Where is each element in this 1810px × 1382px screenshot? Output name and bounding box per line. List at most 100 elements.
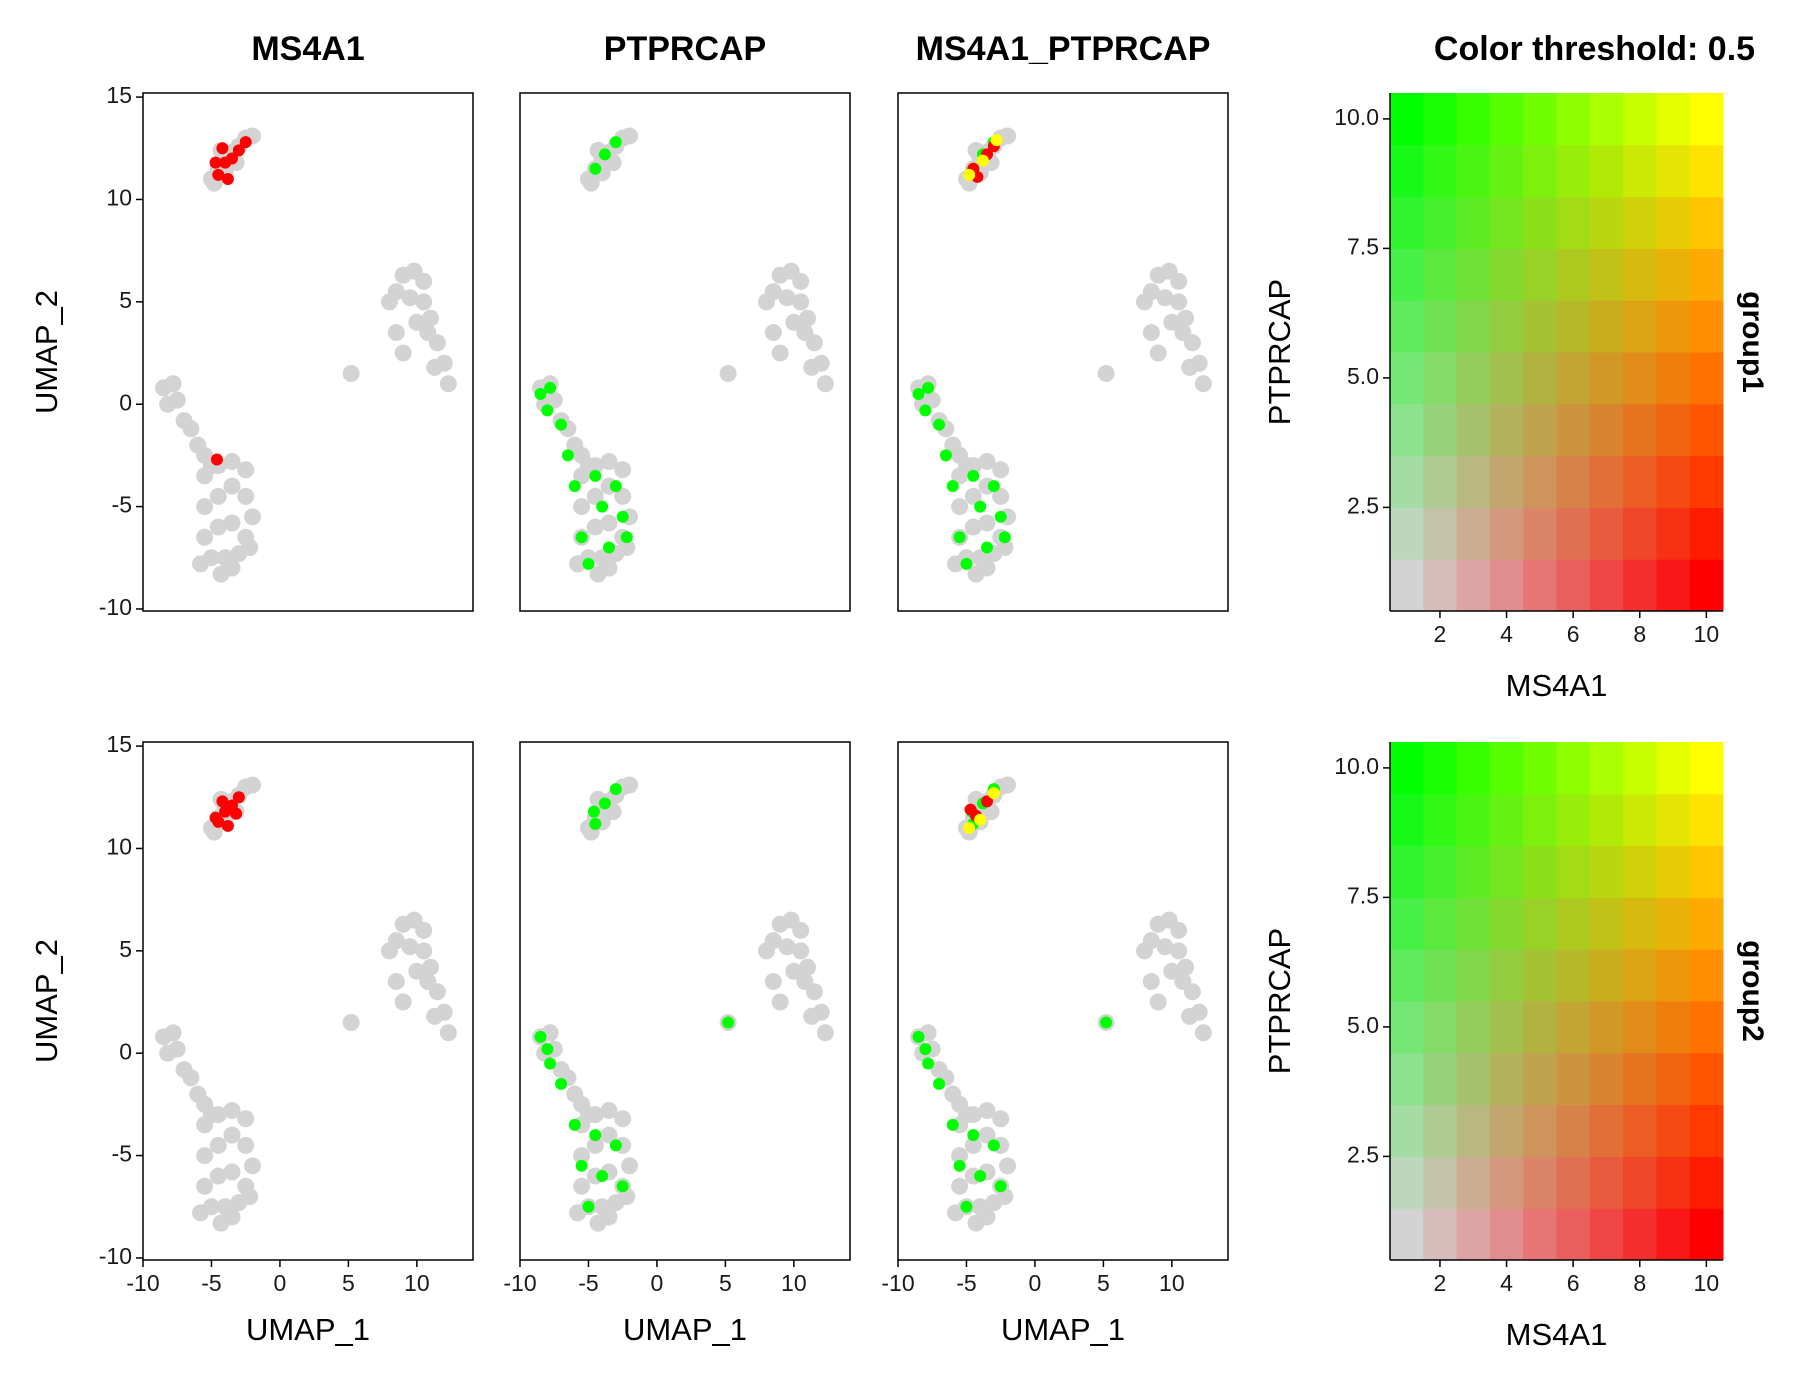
cell-point bbox=[1170, 942, 1188, 960]
blend-cell bbox=[1423, 1156, 1458, 1209]
cell-point bbox=[209, 1136, 227, 1154]
cell-point bbox=[239, 136, 252, 149]
panel-border bbox=[142, 92, 474, 612]
cell-point bbox=[946, 1118, 959, 1131]
blend-cell bbox=[1556, 93, 1591, 146]
blend-cell bbox=[1423, 1052, 1458, 1106]
blend-cell bbox=[1390, 144, 1424, 198]
x-axis-label: MS4A1 bbox=[1506, 1317, 1608, 1352]
blend-cell bbox=[1589, 793, 1624, 847]
x-tick-label: -10 bbox=[503, 1270, 536, 1296]
y-axis-label: UMAP_2 bbox=[29, 939, 64, 1063]
y-tick-label: -10 bbox=[99, 1243, 132, 1269]
cell-point bbox=[196, 467, 214, 485]
x-tick-label: 5 bbox=[719, 1270, 732, 1296]
blend-cell bbox=[1523, 897, 1557, 950]
blend-cell bbox=[1489, 507, 1524, 560]
cell-point bbox=[963, 168, 976, 181]
cell-point bbox=[164, 375, 182, 393]
cell-point bbox=[999, 1157, 1017, 1175]
cell-point bbox=[545, 391, 563, 409]
y-tick-label: 15 bbox=[106, 731, 132, 757]
blend-cell bbox=[1656, 1052, 1691, 1106]
blend-cell bbox=[1589, 352, 1624, 405]
blend-cell bbox=[1489, 845, 1524, 898]
cell-point bbox=[237, 461, 255, 479]
blend-cell bbox=[1656, 897, 1691, 950]
blend-cell bbox=[1623, 1104, 1657, 1157]
blend-cell bbox=[1589, 196, 1624, 249]
x-tick-label: -5 bbox=[956, 1270, 976, 1296]
blend-cell bbox=[1623, 897, 1657, 950]
blend-cell bbox=[1456, 559, 1491, 612]
blend-cell bbox=[1656, 742, 1691, 795]
blend-cell bbox=[1689, 845, 1724, 898]
cell-point bbox=[947, 1204, 965, 1222]
blend-cell bbox=[1589, 742, 1624, 795]
cell-point bbox=[994, 510, 1007, 523]
blend-cell bbox=[1456, 455, 1491, 508]
y-tick-label: 10 bbox=[106, 185, 132, 211]
blend-cell bbox=[1656, 949, 1691, 1002]
x-tick-label: 2 bbox=[1434, 1270, 1447, 1296]
blend-cell bbox=[1656, 559, 1691, 612]
y-tick-label: 5.0 bbox=[1347, 363, 1379, 389]
blend-cell bbox=[1623, 455, 1657, 508]
cell-point bbox=[1174, 324, 1192, 342]
cell-point bbox=[771, 993, 789, 1011]
cell-point bbox=[168, 391, 186, 409]
cell-point bbox=[1156, 289, 1174, 307]
cell-point bbox=[216, 795, 229, 808]
blend-cell bbox=[1689, 352, 1724, 405]
x-tick-label: 5 bbox=[342, 1270, 355, 1296]
cell-point bbox=[223, 477, 241, 495]
blend-cell bbox=[1656, 352, 1691, 405]
cell-point bbox=[244, 776, 262, 794]
blend-cell bbox=[1556, 507, 1591, 560]
cell-point bbox=[401, 289, 419, 307]
blend-cell bbox=[1589, 93, 1624, 146]
blend-cell bbox=[1589, 949, 1624, 1002]
blend-cell bbox=[1656, 507, 1691, 560]
blend-cell bbox=[1390, 1156, 1424, 1209]
cell-point bbox=[976, 154, 989, 167]
blend-cell bbox=[1523, 1208, 1557, 1261]
cell-point bbox=[796, 324, 814, 342]
cell-point bbox=[994, 1180, 1007, 1193]
blend-cell bbox=[1390, 352, 1424, 405]
cell-point bbox=[586, 518, 604, 536]
blend-cell bbox=[1589, 455, 1624, 508]
cell-point bbox=[568, 1118, 581, 1131]
x-tick-label: -10 bbox=[126, 1270, 159, 1296]
cell-point bbox=[922, 1057, 935, 1070]
legend-title: Color threshold: 0.5 bbox=[1434, 30, 1755, 68]
blend-cell bbox=[1456, 793, 1491, 847]
cell-point bbox=[192, 555, 210, 573]
cell-point bbox=[978, 514, 996, 532]
blend-cell bbox=[1656, 793, 1691, 847]
cell-point bbox=[967, 1129, 980, 1142]
cell-point bbox=[978, 453, 996, 471]
blend-cell bbox=[1456, 507, 1491, 560]
cell-point bbox=[621, 776, 639, 794]
blend-cell bbox=[1390, 793, 1424, 847]
cell-point bbox=[933, 1077, 946, 1090]
cell-point bbox=[919, 1043, 932, 1056]
cell-point bbox=[796, 973, 814, 991]
cell-point bbox=[1163, 313, 1181, 331]
cell-point bbox=[415, 272, 433, 290]
blend-cell bbox=[1423, 507, 1458, 560]
blend-cell bbox=[1390, 1001, 1424, 1054]
cell-point bbox=[221, 172, 234, 185]
cell-point bbox=[600, 453, 618, 471]
blend-cell bbox=[1623, 1156, 1657, 1209]
cell-point bbox=[394, 993, 412, 1011]
blend-cell bbox=[1689, 1052, 1724, 1106]
blend-cell bbox=[1656, 1104, 1691, 1157]
blend-cell bbox=[1423, 196, 1458, 249]
cell-point bbox=[792, 921, 810, 939]
cell-point bbox=[439, 375, 457, 393]
blend-cell bbox=[1589, 1156, 1624, 1209]
cell-point bbox=[182, 420, 200, 438]
x-tick-label: 10 bbox=[1159, 1270, 1185, 1296]
